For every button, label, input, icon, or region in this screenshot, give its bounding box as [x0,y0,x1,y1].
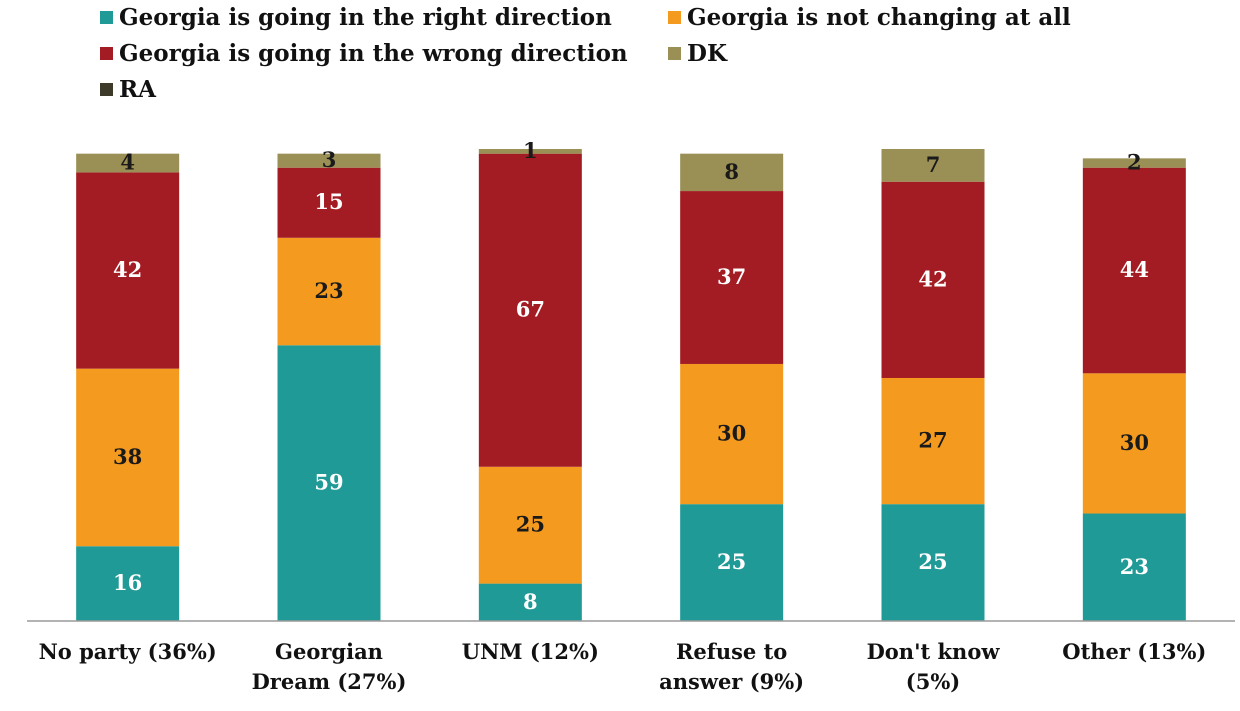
value-label: 30 [1120,430,1149,455]
bar-segment [76,546,180,621]
value-label: 27 [918,428,947,453]
legend-swatch [100,83,113,96]
x-tick-label: Other (13%) [1062,639,1207,664]
value-label: 8 [523,589,538,614]
value-label: 59 [314,470,343,495]
value-label: 4 [120,150,135,175]
value-label: 44 [1120,257,1149,282]
value-label: 8 [724,159,739,184]
value-label: 67 [516,297,545,322]
x-tick-label: Georgian Dream (27%) [251,639,407,694]
value-label: 7 [926,152,941,177]
legend-label: Georgia is going in the right direction [119,4,612,31]
bar-segment [1082,373,1186,514]
value-label: 1 [523,138,538,163]
bar-segment [680,191,784,364]
legend-entry: Georgia is going in the wrong direction [100,40,628,67]
value-label: 15 [314,189,343,214]
legend-entry: RA [100,76,156,103]
legend-label: DK [687,40,727,67]
bar-segment [680,504,784,621]
legend-swatch [668,11,681,24]
legend-label: Georgia is going in the wrong direction [119,40,628,67]
bar-segment [478,149,582,154]
bar-segment [76,153,180,173]
bar-segment [881,504,985,621]
value-label: 37 [717,264,746,289]
value-label: 23 [314,278,343,303]
x-tick-label: UNM (12%) [461,639,599,664]
bar-segment [277,153,381,168]
value-label: 42 [918,266,947,291]
bar-segment [478,583,582,621]
bar-segment [277,167,381,238]
value-label: 25 [918,549,947,574]
x-tick-label: No party (36%) [38,639,217,664]
bar-segment [76,368,180,547]
bar-segment [680,153,784,192]
legend-entry: DK [668,40,727,67]
x-tick-label: Refuse to answer (9%) [659,639,805,694]
value-label: 23 [1120,554,1149,579]
bar-segment [277,345,381,621]
legend-label: RA [119,76,156,103]
bar-segment [680,363,784,505]
legend-entry: Georgia is going in the right direction [100,4,612,31]
bar-segment [881,181,985,378]
bar-segment [1082,167,1186,374]
legend-swatch [668,47,681,60]
value-label: 25 [516,512,545,537]
value-label: 2 [1127,150,1142,175]
bar-segment [1082,513,1186,621]
value-label: 42 [113,257,142,282]
value-label: 30 [717,421,746,446]
legend-entry: Georgia is not changing at all [668,4,1071,31]
bar-segment [881,377,985,505]
value-label: 16 [113,570,142,595]
bar-segment [1082,158,1186,168]
legend-label: Georgia is not changing at all [687,4,1071,31]
value-label: 25 [717,549,746,574]
bar-segment [478,466,582,584]
bar-segment [478,153,582,467]
bar-segment [881,149,985,182]
x-tick-label: Don't know (5%) [866,639,1000,694]
bar-segment [277,237,381,346]
value-label: 38 [113,444,142,469]
legend-swatch [100,47,113,60]
legend-swatch [100,11,113,24]
bar-segment [76,172,180,369]
value-label: 3 [322,147,337,172]
